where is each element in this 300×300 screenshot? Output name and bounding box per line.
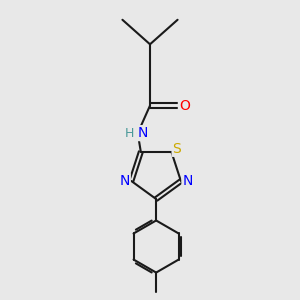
Text: N: N xyxy=(137,126,148,140)
Text: O: O xyxy=(179,99,190,112)
Text: H: H xyxy=(124,127,134,140)
Text: N: N xyxy=(119,174,130,188)
Text: N: N xyxy=(182,174,193,188)
Text: S: S xyxy=(172,142,181,156)
